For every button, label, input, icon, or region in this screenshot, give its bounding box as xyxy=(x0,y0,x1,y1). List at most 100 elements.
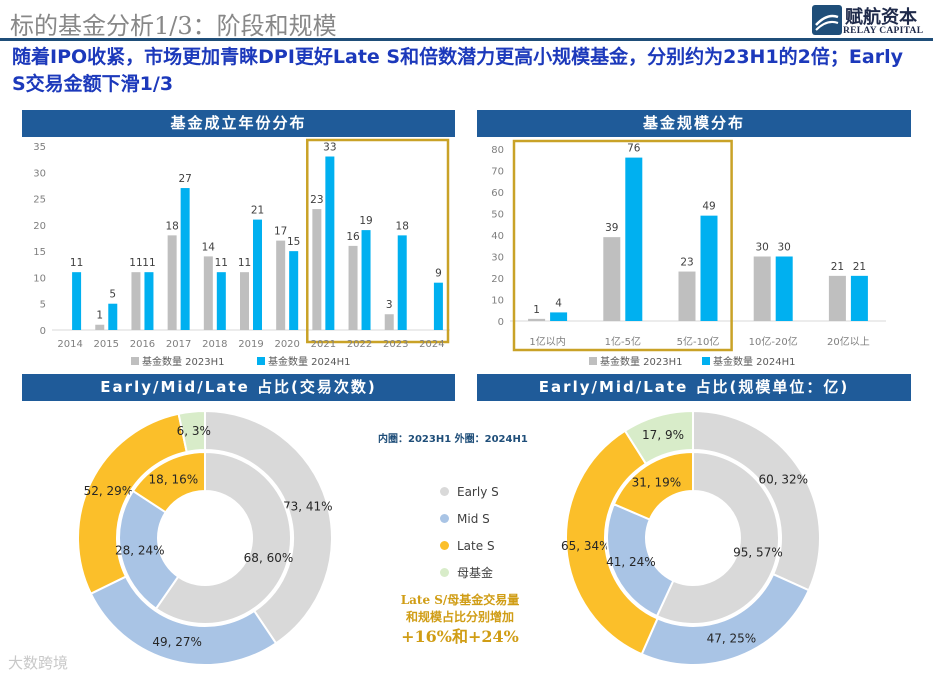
bar-value-label: 21 xyxy=(831,261,844,273)
x-tick-label: 2018 xyxy=(202,339,227,350)
bar-2023h1-2016 xyxy=(131,272,141,330)
bar-value-label: 23 xyxy=(680,257,693,269)
inner-ring-slice-Early-S xyxy=(655,450,780,625)
legend-label-fof: 母基金 xyxy=(457,566,494,580)
slice-label: 95, 57% xyxy=(733,545,783,559)
bar-2024h1-10亿-20亿 xyxy=(775,256,793,321)
y-tick-label: 0 xyxy=(498,317,504,328)
legend-swatch xyxy=(702,357,710,365)
highlight-box xyxy=(512,139,733,352)
bar-value-label: 11 xyxy=(215,257,228,269)
y-tick-label: 80 xyxy=(491,145,504,156)
y-tick-label: 10 xyxy=(491,296,504,307)
outer-ring-slice-母基金 xyxy=(177,409,206,454)
legend-label: 基金数量 2024H1 xyxy=(268,355,351,368)
bar-2023h1-2020 xyxy=(276,240,286,330)
bar-value-label: 9 xyxy=(435,268,442,280)
bar-2023h1-5亿-10亿 xyxy=(678,271,696,321)
slice-label: 31, 19% xyxy=(632,475,682,489)
legend-swatch-late xyxy=(440,541,449,550)
bar-value-label: 11 xyxy=(238,257,251,269)
headline: 随着IPO收紧，市场更加青睐DPI更好Late S和倍数潜力更高小规模基金，分别… xyxy=(12,46,903,95)
bar-2023h1-2018 xyxy=(203,256,213,330)
bar-value-label: 27 xyxy=(178,173,191,185)
legend-swatch-mid xyxy=(440,514,449,523)
slice-label: 52, 29% xyxy=(84,484,134,498)
x-tick-label: 2024 xyxy=(419,339,444,350)
bar-2024h1-2021 xyxy=(325,156,335,330)
legend-item-mid: Mid S xyxy=(440,505,499,532)
bar-2024h1-2020 xyxy=(289,251,299,330)
slice-label: 17, 9% xyxy=(642,428,684,442)
legend-swatch xyxy=(131,357,139,365)
y-tick-label: 30 xyxy=(491,253,504,264)
legend-swatch xyxy=(257,357,265,365)
inner-ring-slice-Mid-S xyxy=(118,489,180,611)
y-tick-label: 70 xyxy=(491,167,504,178)
outer-ring-slice-Early-S xyxy=(204,409,333,645)
logo-mark-icon xyxy=(815,14,839,31)
bar-2024h1-2018 xyxy=(216,272,226,330)
bar-2023h1-2019 xyxy=(240,272,249,330)
x-tick-label: 20亿以上 xyxy=(827,335,870,348)
bar-value-label: 5 xyxy=(109,289,116,301)
logo-text-cn: 赋航资本 xyxy=(845,7,917,28)
bar-2024h1-2023 xyxy=(397,235,407,330)
x-tick-label: 2014 xyxy=(57,339,82,350)
slice-label: 65, 34% xyxy=(561,539,611,553)
banner-stage-scale: Early/Mid/Late 占比(规模单位：亿) xyxy=(477,374,911,401)
ring-note: 内圈：2023H1 外圈：2024H1 xyxy=(378,434,528,445)
chart-size-distribution: 0 10 20 30 40 50 60 70 80 1 4 1亿以内 39 76 1亿-5亿 23 49 5亿-1… xyxy=(491,139,886,368)
y-tick-label: 30 xyxy=(33,168,46,179)
bar-value-label: 76 xyxy=(627,143,641,155)
y-tick-label: 20 xyxy=(33,221,46,232)
inner-ring-slice-Late-S xyxy=(612,450,694,521)
banner-year-distribution: 基金成立年份分布 xyxy=(22,110,455,137)
bar-value-label: 18 xyxy=(396,220,409,232)
y-tick-label: 35 xyxy=(33,142,46,153)
y-tick-label: 5 xyxy=(40,300,46,311)
outer-ring-slice-母基金 xyxy=(623,409,694,466)
bar-value-label: 14 xyxy=(202,241,216,253)
bar-value-label: 11 xyxy=(129,257,142,269)
legend-label-early: Early S xyxy=(457,484,499,499)
x-tick-label: 2017 xyxy=(166,339,191,350)
slice-label: 49, 27% xyxy=(152,635,202,649)
bar-value-label: 11 xyxy=(142,257,155,269)
bar-2024h1-2022 xyxy=(361,230,371,330)
banner-stage-count: Early/Mid/Late 占比(交易次数) xyxy=(22,374,455,401)
legend-item-fof: 母基金 xyxy=(440,559,499,586)
legend-item-late: Late S xyxy=(440,532,499,559)
bar-2024h1-2015 xyxy=(108,303,118,330)
slice-label: 28, 24% xyxy=(115,544,165,558)
legend-swatch-fof xyxy=(440,568,449,577)
bar-2024h1-2019 xyxy=(253,219,262,330)
inner-ring-slice-Early-S xyxy=(154,450,292,625)
callout: Late S/母基金交易量 和规模占比分别增加 +16%和+24% xyxy=(380,592,540,648)
bar-2023h1-2015 xyxy=(95,324,105,330)
bar-2024h1-2024 xyxy=(433,282,443,330)
watermark: 大数跨境 xyxy=(8,654,69,672)
inner-ring-slice-Late-S xyxy=(131,450,206,514)
bar-2024h1-1亿-5亿 xyxy=(625,157,643,321)
slice-label: 68, 60% xyxy=(244,551,294,565)
inner-ring-slice-Mid-S xyxy=(606,502,675,618)
bar-value-label: 16 xyxy=(346,231,360,243)
x-tick-label: 5亿-10亿 xyxy=(677,335,720,348)
legend-item-early: Early S xyxy=(440,478,499,505)
x-tick-label: 2022 xyxy=(347,339,372,350)
slice-label: 47, 25% xyxy=(707,631,757,645)
bar-value-label: 11 xyxy=(70,257,83,269)
bar-value-label: 15 xyxy=(287,236,300,248)
outer-ring-slice-Late-S xyxy=(565,429,659,656)
bar-value-label: 33 xyxy=(323,142,336,154)
bar-value-label: 18 xyxy=(165,220,178,232)
bar-value-label: 39 xyxy=(605,222,618,234)
bar-2024h1-2014 xyxy=(72,272,82,330)
bar-value-label: 1 xyxy=(96,310,103,322)
x-tick-label: 2019 xyxy=(238,339,263,350)
x-tick-label: 2016 xyxy=(130,339,155,350)
legend-swatch xyxy=(589,357,597,365)
donut-stage-count: 73, 41% 49, 27% 52, 29% 6, 3% 68, 60% 28, 24%… xyxy=(77,409,333,666)
